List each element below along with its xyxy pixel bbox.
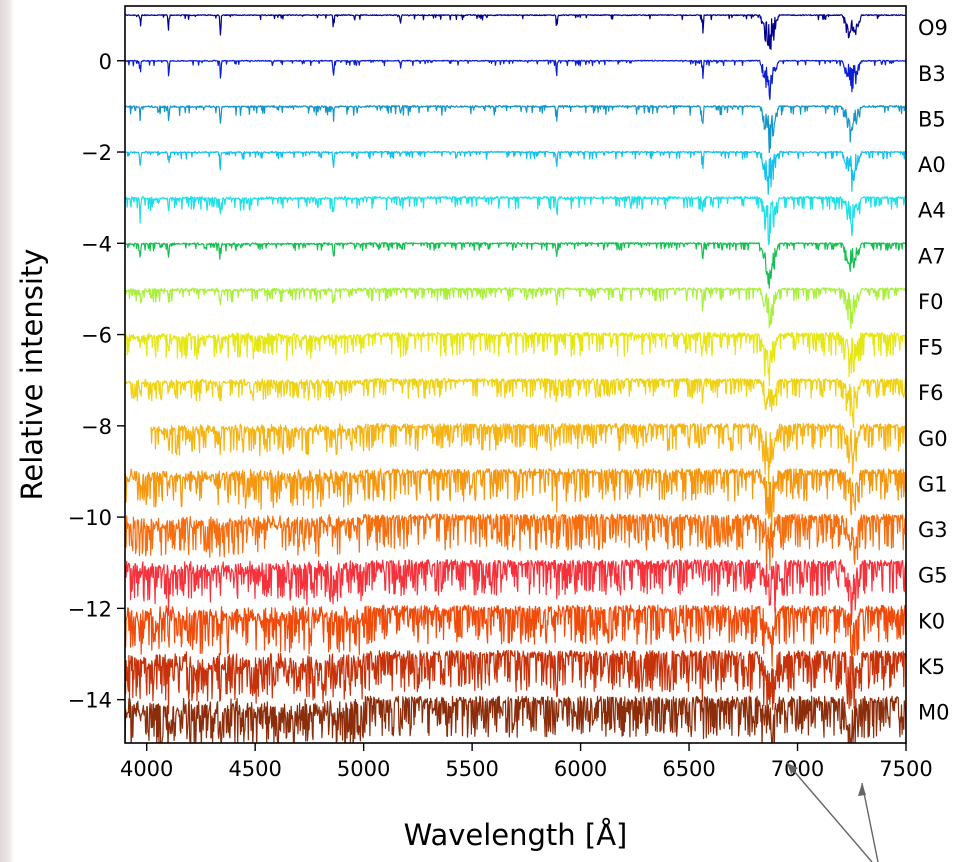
series-label-a0: A0 bbox=[918, 153, 946, 177]
series-label-f5: F5 bbox=[918, 336, 943, 360]
annotation-arrowhead-left bbox=[787, 763, 798, 774]
series-line-g1 bbox=[125, 468, 906, 532]
series-label-a4: A4 bbox=[918, 199, 946, 223]
y-tick-label: −4 bbox=[81, 232, 112, 256]
series-label-g0: G0 bbox=[918, 427, 948, 451]
series-line-b5 bbox=[125, 104, 906, 154]
y-ticks: 0 −2 −4 −6 −8 −10 −12 −14 bbox=[68, 50, 125, 713]
y-tick-label: −6 bbox=[81, 324, 112, 348]
x-tick-label: 5500 bbox=[445, 757, 498, 781]
series-line-f5 bbox=[125, 332, 906, 387]
annotation-arrows bbox=[786, 762, 879, 862]
y-axis-label: Relative intensity bbox=[15, 249, 49, 501]
x-tick-label: 6000 bbox=[554, 757, 607, 781]
x-tick-label: 4000 bbox=[120, 757, 173, 781]
series-label-b3: B3 bbox=[918, 62, 946, 86]
annotation-arrow-left bbox=[786, 762, 873, 862]
series-line-a4 bbox=[125, 196, 906, 246]
y-tick-label: −10 bbox=[68, 506, 112, 530]
series-line-f0 bbox=[125, 287, 906, 330]
series-labels: O9 B3 B5 A0 A4 A7 F0 F5 F6 G0 G1 G3 G5 K0 K5 M0 bbox=[918, 16, 949, 725]
y-tick-label: −12 bbox=[68, 597, 112, 621]
x-ticks: 4000 4500 5000 5500 6000 6500 7000 7500 bbox=[120, 743, 933, 781]
y-tick-label: 0 bbox=[99, 50, 112, 74]
series-line-g3 bbox=[125, 513, 906, 573]
series-label-k5: K5 bbox=[918, 655, 945, 679]
series-line-a7 bbox=[125, 242, 906, 289]
series-line-b3 bbox=[125, 59, 906, 101]
series-label-a7: A7 bbox=[918, 244, 946, 268]
series-label-k0: K0 bbox=[918, 609, 945, 633]
annotation-arrowhead-right bbox=[858, 783, 866, 796]
series-line-a0 bbox=[125, 150, 906, 195]
plot-frame bbox=[124, 5, 907, 744]
y-tick-label: −2 bbox=[81, 141, 112, 165]
y-tick-label: −14 bbox=[68, 689, 112, 713]
x-tick-label: 4500 bbox=[228, 757, 281, 781]
series-label-m0: M0 bbox=[918, 701, 949, 725]
series-line-k0 bbox=[125, 604, 906, 676]
x-tick-label: 5000 bbox=[337, 757, 390, 781]
y-tick-label: −8 bbox=[81, 415, 112, 439]
x-tick-label: 6500 bbox=[662, 757, 715, 781]
x-tick-label: 7000 bbox=[771, 757, 824, 781]
series-line-g5 bbox=[125, 559, 906, 626]
series-line-o9 bbox=[125, 14, 906, 51]
series-line-k5 bbox=[125, 649, 906, 716]
series-layer bbox=[125, 14, 906, 743]
series-label-f6: F6 bbox=[918, 381, 943, 405]
series-label-f0: F0 bbox=[918, 290, 943, 314]
series-label-g3: G3 bbox=[918, 518, 948, 542]
series-line-f6 bbox=[125, 378, 906, 429]
series-line-m0 bbox=[125, 695, 906, 743]
series-label-o9: O9 bbox=[918, 16, 948, 40]
series-label-g1: G1 bbox=[918, 472, 948, 496]
x-tick-label: 7500 bbox=[879, 757, 932, 781]
annotation-arrow-right bbox=[861, 782, 879, 862]
x-axis-label: Wavelength [Å] bbox=[404, 818, 628, 852]
series-label-b5: B5 bbox=[918, 107, 946, 131]
series-line-g0 bbox=[150, 423, 906, 485]
series-label-g5: G5 bbox=[918, 564, 948, 588]
